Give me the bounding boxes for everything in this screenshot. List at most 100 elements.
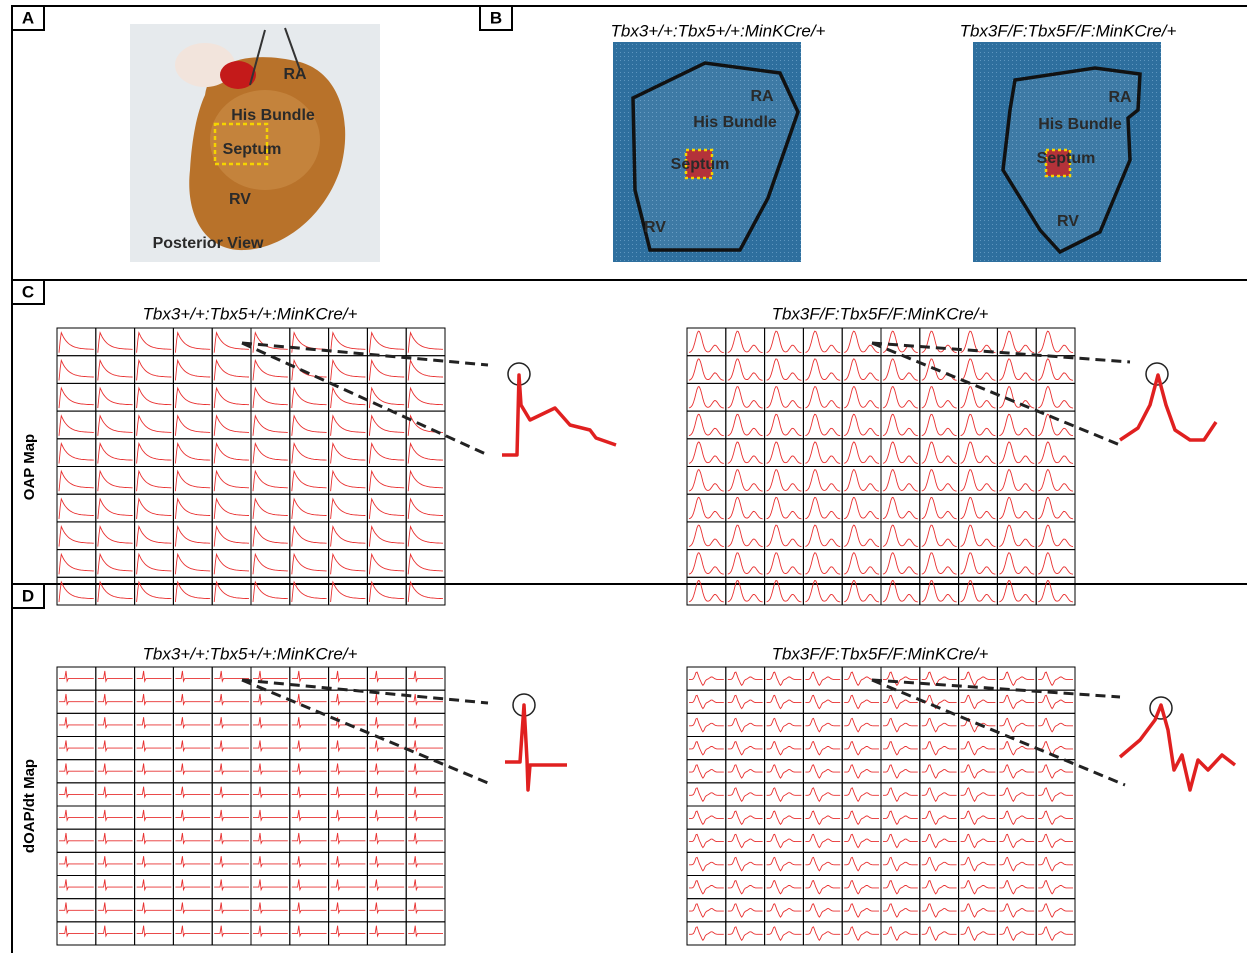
trace: [922, 927, 957, 940]
trace: [999, 470, 1034, 491]
trace: [292, 717, 327, 727]
trace: [922, 718, 957, 731]
trace: [331, 810, 366, 820]
trace: [767, 525, 802, 546]
trace: [98, 926, 133, 936]
trace: [175, 554, 210, 574]
trace: [175, 833, 210, 843]
trace: [292, 471, 327, 491]
trace: [922, 525, 957, 546]
trace: [137, 764, 172, 774]
grid-cell: [367, 439, 406, 467]
trace: [883, 695, 918, 708]
grid-cell: [406, 577, 445, 605]
trace: [1038, 359, 1073, 380]
grid-cell: [329, 522, 368, 550]
grid-cell: [135, 383, 174, 411]
trace: [292, 740, 327, 750]
grid-cell: [212, 522, 251, 550]
trace: [689, 857, 724, 870]
grid-cell: [96, 328, 135, 356]
trace: [253, 764, 288, 774]
grid-cell: [367, 356, 406, 384]
trace: [214, 527, 249, 547]
trace: [961, 387, 996, 408]
trace: [767, 695, 802, 708]
grid-cell: [173, 411, 212, 439]
trace: [728, 470, 763, 491]
trace: [999, 857, 1034, 870]
trace: [805, 359, 840, 380]
grid-cell: [57, 328, 96, 356]
trace: [805, 718, 840, 731]
trace: [369, 499, 404, 519]
trace: [331, 671, 366, 681]
trace: [1038, 834, 1073, 847]
trace: [883, 442, 918, 463]
grid-cell: [212, 411, 251, 439]
trace: [59, 527, 94, 547]
trace: [961, 331, 996, 352]
trace: [408, 740, 443, 750]
trace: [59, 333, 94, 353]
grid-cell: [329, 577, 368, 605]
trace: [175, 787, 210, 797]
trace: [137, 444, 172, 464]
trace: [214, 787, 249, 797]
trace: [331, 764, 366, 774]
trace: [292, 833, 327, 843]
trace: [728, 742, 763, 755]
trace: [369, 416, 404, 436]
trace: [961, 881, 996, 894]
grid-cell: [367, 467, 406, 495]
trace: [369, 903, 404, 913]
trace: [767, 788, 802, 801]
zoom-trace: [505, 705, 567, 790]
trace: [689, 525, 724, 546]
trace: [1038, 470, 1073, 491]
trace: [922, 904, 957, 917]
grid-cell: [173, 550, 212, 578]
trace: [883, 470, 918, 491]
trace: [253, 694, 288, 704]
trace: [1038, 387, 1073, 408]
trace: [331, 554, 366, 574]
trace: [98, 444, 133, 464]
trace: [369, 694, 404, 704]
trace: [137, 856, 172, 866]
trace: [214, 554, 249, 574]
trace: [767, 881, 802, 894]
trace: [1038, 553, 1073, 574]
trace: [922, 857, 957, 870]
trace: [961, 672, 996, 685]
trace: [999, 834, 1034, 847]
trace: [728, 788, 763, 801]
trace: [689, 497, 724, 518]
trace: [331, 833, 366, 843]
trace: [253, 388, 288, 408]
trace: [1038, 525, 1073, 546]
grid-cell: [406, 328, 445, 356]
trace: [844, 414, 879, 435]
trace: [922, 834, 957, 847]
trace: [98, 833, 133, 843]
trace: [369, 926, 404, 936]
trace: [292, 554, 327, 574]
panel-label: C: [22, 282, 34, 301]
trace: [1038, 788, 1073, 801]
trace: [767, 387, 802, 408]
trace: [844, 387, 879, 408]
grid-cell: [212, 467, 251, 495]
grid-cell: [251, 494, 290, 522]
trace: [137, 554, 172, 574]
grid-cell: [329, 467, 368, 495]
trace: [1038, 904, 1073, 917]
trace: [292, 879, 327, 889]
trace: [922, 387, 957, 408]
zoom-line: [242, 343, 488, 455]
trace: [137, 903, 172, 913]
trace: [689, 672, 724, 685]
trace: [728, 525, 763, 546]
trace: [175, 694, 210, 704]
trace: [728, 672, 763, 685]
